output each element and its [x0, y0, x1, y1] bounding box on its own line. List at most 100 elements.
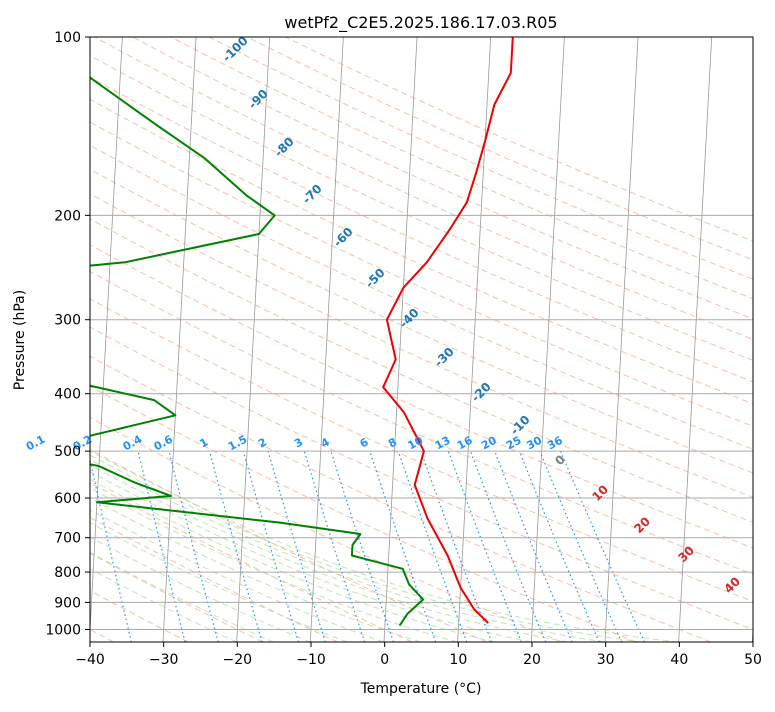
mixing-ratio-label: 2: [256, 436, 269, 451]
mixing-ratio-label: 30: [524, 434, 544, 453]
isotherm-label: -100: [220, 34, 251, 65]
dry-adiabat-line: [90, 298, 753, 603]
dewpoint-profile-line: [90, 76, 425, 627]
moist-adiabat-line: [90, 522, 348, 642]
y-tick-label: 400: [54, 387, 81, 403]
dry-adiabat-line: [170, 37, 753, 300]
dry-adiabat-line: [246, 37, 753, 261]
y-tick-label: 800: [54, 565, 81, 581]
x-tick-label: −30: [149, 652, 179, 668]
isotherm-line: [236, 37, 271, 642]
dry-adiabat-line: [90, 482, 413, 642]
mixing-ratio-line: [242, 450, 300, 642]
isotherm-line: [309, 37, 344, 642]
mixing-ratio-label: 10: [406, 434, 426, 453]
dry-adiabat-line: [90, 270, 753, 575]
mixing-ratio-label: 0.6: [152, 433, 176, 454]
x-tick-label: 50: [744, 652, 762, 668]
mixing-ratio-label: 16: [455, 434, 475, 453]
dry-adiabat-line: [90, 168, 753, 474]
y-axis-label: Pressure (hPa): [12, 290, 28, 390]
mixing-ratio-line: [447, 450, 522, 642]
y-tick-label: 600: [54, 491, 81, 507]
y-tick-label: 900: [54, 595, 81, 611]
mixing-ratio-line: [303, 450, 366, 642]
isotherm-label: -50: [363, 266, 388, 291]
mixing-ratio-label: 20: [479, 434, 499, 453]
x-tick-label: −10: [296, 652, 326, 668]
isotherm-line: [751, 622, 753, 642]
x-tick-label: −20: [223, 652, 253, 668]
isotherm-label: -20: [469, 380, 494, 405]
isotherm-label: 20: [631, 514, 653, 536]
mixing-ratio-label: 25: [504, 434, 524, 453]
isotherm-label: -60: [331, 225, 356, 250]
moist-adiabat-line: [90, 459, 606, 642]
dry-adiabat-line: [90, 355, 712, 642]
x-tick-label: 20: [523, 652, 541, 668]
mixing-ratio-label: 36: [545, 434, 565, 453]
y-tick-label: 200: [54, 208, 81, 224]
mixing-ratio-label: 6: [358, 435, 371, 450]
axes: −40 −30 −20 −10 0 10 20 30 40 5010020030040050060…: [45, 30, 762, 668]
mixing-ratio-line: [420, 450, 493, 642]
isotherm-line: [530, 37, 565, 642]
dry-adiabat-line: [90, 448, 488, 642]
isotherm-line: [678, 37, 713, 642]
mixing-ratio-line: [539, 450, 623, 642]
moist-adiabat-line: [90, 551, 274, 642]
dry-adiabat-line: [90, 55, 753, 361]
moist-adiabat-line: [90, 454, 642, 642]
isotherm-label: 30: [675, 543, 697, 565]
line-labels: 0.1 0.2 0.4 0.6 1 1.5 2 3 4 6 8 10 13 16 20 25 30 36-100-…: [24, 34, 743, 596]
mixing-ratio-label: 13: [433, 434, 453, 453]
x-tick-label: 40: [670, 652, 688, 668]
isotherm-line: [90, 37, 123, 637]
x-tick-label: 10: [449, 652, 467, 668]
mixing-ratio-label: 0.1: [24, 433, 47, 454]
moist-adiabat-line: [90, 464, 569, 642]
dry-adiabat-line: [90, 385, 637, 642]
temperature-profile-line: [382, 37, 514, 624]
mixing-ratio-line: [560, 450, 646, 642]
dry-adiabat-line: [90, 516, 338, 642]
mixing-ratio-line: [168, 450, 219, 642]
y-tick-label: 300: [54, 313, 81, 329]
isotherm-line: [162, 37, 197, 642]
dry-adiabat-line: [284, 37, 753, 242]
isotherm-label: -70: [300, 182, 325, 207]
dry-adiabat-line: [90, 416, 562, 642]
x-tick-label: 30: [597, 652, 615, 668]
mixing-ratio-label: 3: [292, 436, 305, 451]
mixing-ratio-line: [369, 450, 437, 642]
dry-adiabat-line: [90, 193, 753, 498]
plot-frame: [89, 36, 754, 643]
mixing-ratio-line: [267, 450, 326, 642]
mixing-ratio-line: [494, 450, 573, 642]
y-tick-label: 700: [54, 531, 81, 547]
mixing-ratio-label: 1.5: [226, 433, 249, 454]
mixing-ratio-line: [469, 450, 547, 642]
mixing-ratio-line: [209, 450, 263, 642]
isotherm-label: 10: [589, 482, 611, 504]
background-lines: [90, 37, 753, 642]
x-tick-label: −40: [75, 652, 105, 668]
y-tick-label: 100: [54, 30, 81, 46]
x-axis-label: Temperature (°C): [360, 681, 482, 697]
isotherm-line: [457, 37, 492, 642]
x-tick-label: 0: [380, 652, 389, 668]
isotherm-label: -10: [508, 413, 533, 438]
isotherm-label: -80: [272, 135, 297, 160]
moist-adiabat-line: [90, 450, 679, 642]
dry-adiabat-line: [94, 37, 753, 340]
isotherm-line: [383, 37, 418, 642]
moist-adiabat-line: [90, 478, 495, 642]
moist-adiabat-line: [90, 471, 532, 642]
dry-adiabat-line: [90, 76, 753, 383]
moist-adiabat-line: [90, 487, 458, 642]
mixing-ratio-line: [518, 450, 600, 642]
mixing-ratio-label: 1: [197, 436, 210, 451]
mixing-ratio-line: [330, 450, 395, 642]
